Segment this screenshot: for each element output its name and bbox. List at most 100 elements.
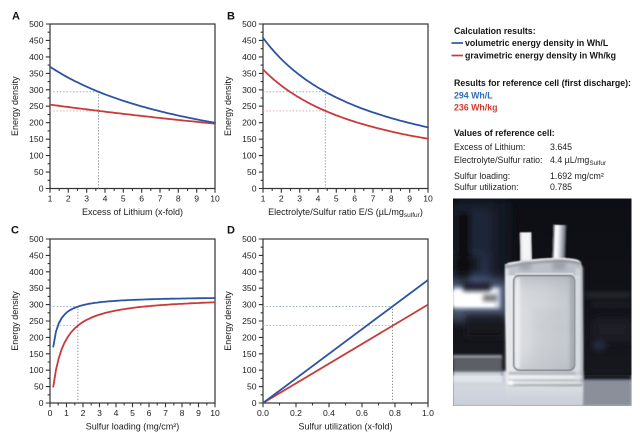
svg-text:Sulfur loading:: Sulfur loading: (454, 171, 510, 181)
svg-text:250: 250 (29, 101, 44, 111)
svg-text:10: 10 (210, 408, 220, 418)
svg-text:2: 2 (81, 408, 86, 418)
svg-text:200: 200 (242, 118, 257, 128)
svg-text:300: 300 (242, 300, 257, 310)
svg-text:150: 150 (29, 134, 44, 144)
svg-text:350: 350 (29, 283, 44, 293)
svg-text:8: 8 (176, 194, 181, 204)
svg-text:7: 7 (158, 194, 163, 204)
svg-text:100: 100 (242, 365, 257, 375)
svg-text:200: 200 (29, 332, 44, 342)
svg-text:200: 200 (242, 332, 257, 342)
svg-text:350: 350 (29, 68, 44, 78)
svg-text:0: 0 (39, 184, 44, 194)
svg-text:450: 450 (29, 250, 44, 260)
svg-text:Calculation results:: Calculation results: (454, 26, 536, 36)
svg-text:400: 400 (242, 52, 257, 62)
svg-text:Energy density: Energy density (223, 76, 233, 136)
svg-text:250: 250 (29, 316, 44, 326)
svg-text:Energy density: Energy density (223, 291, 233, 351)
svg-text:6: 6 (147, 408, 152, 418)
svg-text:450: 450 (242, 35, 257, 45)
svg-text:A: A (12, 11, 20, 23)
svg-text:6: 6 (139, 194, 144, 204)
svg-text:0.4: 0.4 (323, 408, 335, 418)
svg-text:Excess of Lithium:: Excess of Lithium: (454, 142, 525, 152)
svg-text:350: 350 (242, 283, 257, 293)
svg-text:4: 4 (114, 408, 119, 418)
svg-text:D: D (227, 225, 235, 237)
svg-text:7: 7 (163, 408, 168, 418)
svg-text:4: 4 (316, 194, 321, 204)
svg-text:0: 0 (252, 184, 257, 194)
svg-text:100: 100 (29, 151, 44, 161)
svg-text:Results for reference cell (fi: Results for reference cell (first discha… (454, 78, 631, 88)
svg-text:1: 1 (64, 408, 69, 418)
svg-text:100: 100 (242, 151, 257, 161)
svg-text:300: 300 (29, 300, 44, 310)
svg-text:0: 0 (252, 398, 257, 408)
svg-text:500: 500 (242, 19, 257, 29)
svg-text:10: 10 (210, 194, 220, 204)
svg-text:0: 0 (48, 408, 53, 418)
svg-text:3: 3 (84, 194, 89, 204)
svg-text:5: 5 (334, 194, 339, 204)
svg-text:Energy density: Energy density (10, 291, 20, 351)
svg-text:150: 150 (242, 349, 257, 359)
svg-text:150: 150 (29, 349, 44, 359)
svg-text:4: 4 (103, 194, 108, 204)
svg-text:0.2: 0.2 (290, 408, 302, 418)
svg-text:Values of reference cell:: Values of reference cell: (454, 128, 555, 138)
svg-text:6: 6 (352, 194, 357, 204)
svg-text:10: 10 (423, 194, 433, 204)
svg-text:volumetric energy density in W: volumetric energy density in Wh/L (465, 38, 609, 48)
svg-text:2: 2 (66, 194, 71, 204)
svg-text:1.0: 1.0 (422, 408, 434, 418)
svg-text:400: 400 (242, 267, 257, 277)
svg-text:0: 0 (39, 398, 44, 408)
svg-text:450: 450 (29, 35, 44, 45)
svg-text:Energy density: Energy density (10, 76, 20, 136)
svg-text:9: 9 (407, 194, 412, 204)
svg-text:3: 3 (297, 194, 302, 204)
svg-text:Sulfur loading (mg/cm²): Sulfur loading (mg/cm²) (86, 422, 180, 432)
svg-text:294 Wh/L: 294 Wh/L (454, 91, 493, 101)
svg-text:236 Wh/kg: 236 Wh/kg (454, 103, 498, 113)
svg-text:C: C (11, 225, 19, 237)
svg-text:B: B (227, 11, 235, 23)
svg-text:3.645: 3.645 (550, 142, 572, 152)
svg-text:9: 9 (194, 194, 199, 204)
svg-text:50: 50 (247, 167, 257, 177)
svg-text:150: 150 (242, 134, 257, 144)
svg-text:300: 300 (242, 85, 257, 95)
svg-text:500: 500 (29, 234, 44, 244)
svg-text:0.8: 0.8 (389, 408, 401, 418)
svg-text:7: 7 (371, 194, 376, 204)
svg-text:350: 350 (242, 68, 257, 78)
svg-text:0.6: 0.6 (356, 408, 368, 418)
svg-text:1: 1 (48, 194, 53, 204)
svg-text:Sulfur utilization:: Sulfur utilization: (454, 182, 519, 192)
svg-text:1.692 mg/cm²: 1.692 mg/cm² (550, 171, 604, 181)
svg-text:Sulfur utilization (x-fold): Sulfur utilization (x-fold) (298, 422, 392, 432)
svg-text:8: 8 (180, 408, 185, 418)
svg-text:50: 50 (34, 167, 44, 177)
svg-text:2: 2 (279, 194, 284, 204)
svg-text:300: 300 (29, 85, 44, 95)
svg-text:0.785: 0.785 (550, 182, 572, 192)
svg-text:Excess of Lithium (x-fold): Excess of Lithium (x-fold) (82, 207, 183, 217)
svg-text:100: 100 (29, 365, 44, 375)
svg-text:5: 5 (121, 194, 126, 204)
svg-text:5: 5 (130, 408, 135, 418)
svg-text:Electrolyte/Sulfur ratio:: Electrolyte/Sulfur ratio: (454, 155, 543, 165)
svg-text:8: 8 (389, 194, 394, 204)
svg-text:9: 9 (196, 408, 201, 418)
svg-text:500: 500 (29, 19, 44, 29)
svg-text:0.0: 0.0 (257, 408, 269, 418)
svg-text:1: 1 (261, 194, 266, 204)
svg-text:50: 50 (34, 382, 44, 392)
svg-text:gravimetric energy density in: gravimetric energy density in Wh/kg (465, 51, 616, 61)
svg-text:450: 450 (242, 250, 257, 260)
svg-text:Electrolyte/Sulfur ratio E/S (: Electrolyte/Sulfur ratio E/S (µL/mgsulfu… (268, 207, 423, 219)
svg-text:250: 250 (242, 316, 257, 326)
